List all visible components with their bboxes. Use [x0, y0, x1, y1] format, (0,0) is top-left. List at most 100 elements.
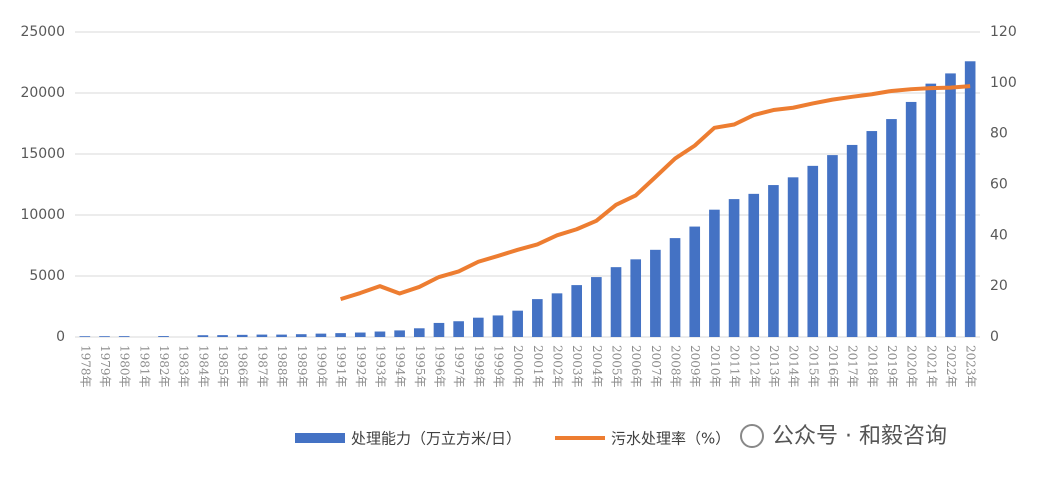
x-tick-label: 2011年	[728, 345, 742, 388]
legend-label: 污水处理率（%）	[611, 430, 730, 448]
x-tick-label: 1980年	[118, 345, 132, 388]
x-tick-label: 2012年	[747, 345, 761, 388]
x-tick-label: 1985年	[216, 345, 230, 388]
bar	[728, 199, 740, 337]
bar	[532, 299, 543, 337]
x-tick-label: 1988年	[275, 345, 289, 388]
x-tick-label: 1981年	[137, 345, 151, 388]
bar	[197, 335, 209, 337]
bar	[551, 293, 563, 337]
bar	[630, 259, 642, 337]
x-tick-label: 2004年	[590, 345, 604, 388]
x-tick-label: 1984年	[196, 345, 210, 388]
x-tick-label: 1987年	[255, 345, 269, 388]
bar	[453, 321, 464, 337]
x-tick-label: 2022年	[944, 345, 958, 388]
bar	[807, 165, 819, 337]
x-tick-label: 1991年	[334, 345, 348, 388]
bar	[827, 155, 838, 337]
bar	[650, 249, 661, 337]
bar	[374, 331, 386, 337]
x-tick-label: 1989年	[295, 345, 309, 388]
y2-tick-label: 20	[990, 278, 1008, 294]
bar	[413, 328, 425, 337]
x-tick-label: 1999年	[491, 345, 505, 388]
bar	[276, 334, 287, 337]
line	[340, 84, 971, 302]
bar	[689, 226, 701, 337]
bar	[571, 285, 582, 337]
x-tick-label: 2021年	[924, 345, 938, 388]
bar	[866, 131, 878, 337]
x-tick-label: 2018年	[865, 345, 879, 388]
x-tick-label: 1997年	[452, 345, 466, 388]
bar	[256, 334, 268, 337]
bar	[236, 334, 248, 337]
y2-tick-label: 40	[990, 227, 1008, 243]
y-tick-label: 15000	[20, 146, 65, 162]
y2-tick-label: 60	[990, 177, 1008, 193]
bar	[315, 333, 327, 337]
x-tick-label: 1978年	[78, 345, 92, 388]
watermark: 公众号 · 和毅咨询	[772, 424, 947, 449]
x-tick-label: 2005年	[610, 345, 624, 388]
y-tick-label: 20000	[20, 85, 65, 101]
y2-tick-label: 120	[990, 24, 1017, 40]
x-tick-label: 2001年	[531, 345, 545, 388]
bar	[79, 336, 91, 337]
x-tick-label: 1996年	[432, 345, 446, 388]
y-tick-label: 25000	[20, 24, 65, 40]
bar	[709, 209, 720, 337]
legend-swatch	[295, 433, 345, 443]
x-tick-label: 1995年	[413, 345, 427, 388]
bar	[473, 317, 484, 337]
x-tick-label: 2006年	[629, 345, 643, 388]
bar	[846, 144, 858, 337]
bar	[905, 101, 917, 337]
x-tick-label: 2007年	[649, 345, 663, 388]
bar	[886, 119, 897, 337]
bar	[512, 310, 523, 337]
watermark-icon	[740, 424, 764, 448]
x-tick-label: 2003年	[570, 345, 584, 388]
x-tick-label: 2000年	[511, 345, 525, 388]
bar	[158, 336, 169, 337]
bar	[217, 335, 228, 337]
x-tick-label: 2013年	[767, 345, 781, 388]
x-tick-label: 2016年	[826, 345, 840, 388]
bar	[492, 315, 504, 337]
x-tick-label: 1990年	[314, 345, 328, 388]
y2-tick-label: 0	[990, 329, 999, 345]
y-tick-label: 5000	[29, 268, 65, 284]
x-tick-label: 2019年	[885, 345, 899, 388]
x-tick-label: 1993年	[373, 345, 387, 388]
bar	[925, 83, 937, 337]
bar	[99, 336, 110, 337]
bar	[354, 332, 366, 337]
bar	[295, 334, 307, 337]
bar	[748, 193, 760, 337]
x-tick-label: 2020年	[905, 345, 919, 388]
x-tick-label: 2015年	[806, 345, 820, 388]
x-tick-label: 1983年	[177, 345, 191, 388]
x-tick-label: 2023年	[964, 345, 978, 388]
bar	[610, 267, 622, 337]
bar	[964, 61, 976, 337]
bar	[669, 238, 681, 337]
y2-tick-label: 80	[990, 126, 1008, 142]
x-tick-label: 2017年	[846, 345, 860, 388]
legend-label: 处理能力（万立方米/日）	[351, 430, 521, 448]
x-tick-label: 2010年	[708, 345, 722, 388]
x-tick-label: 1986年	[236, 345, 250, 388]
x-tick-label: 1994年	[393, 345, 407, 388]
bar	[787, 177, 799, 337]
bar	[335, 333, 346, 337]
bar	[394, 330, 405, 337]
x-tick-label: 1992年	[354, 345, 368, 388]
bar	[433, 322, 445, 337]
y-tick-label: 0	[56, 329, 65, 345]
x-tick-label: 2008年	[669, 345, 683, 388]
x-tick-label: 2002年	[551, 345, 565, 388]
bar	[945, 73, 956, 337]
